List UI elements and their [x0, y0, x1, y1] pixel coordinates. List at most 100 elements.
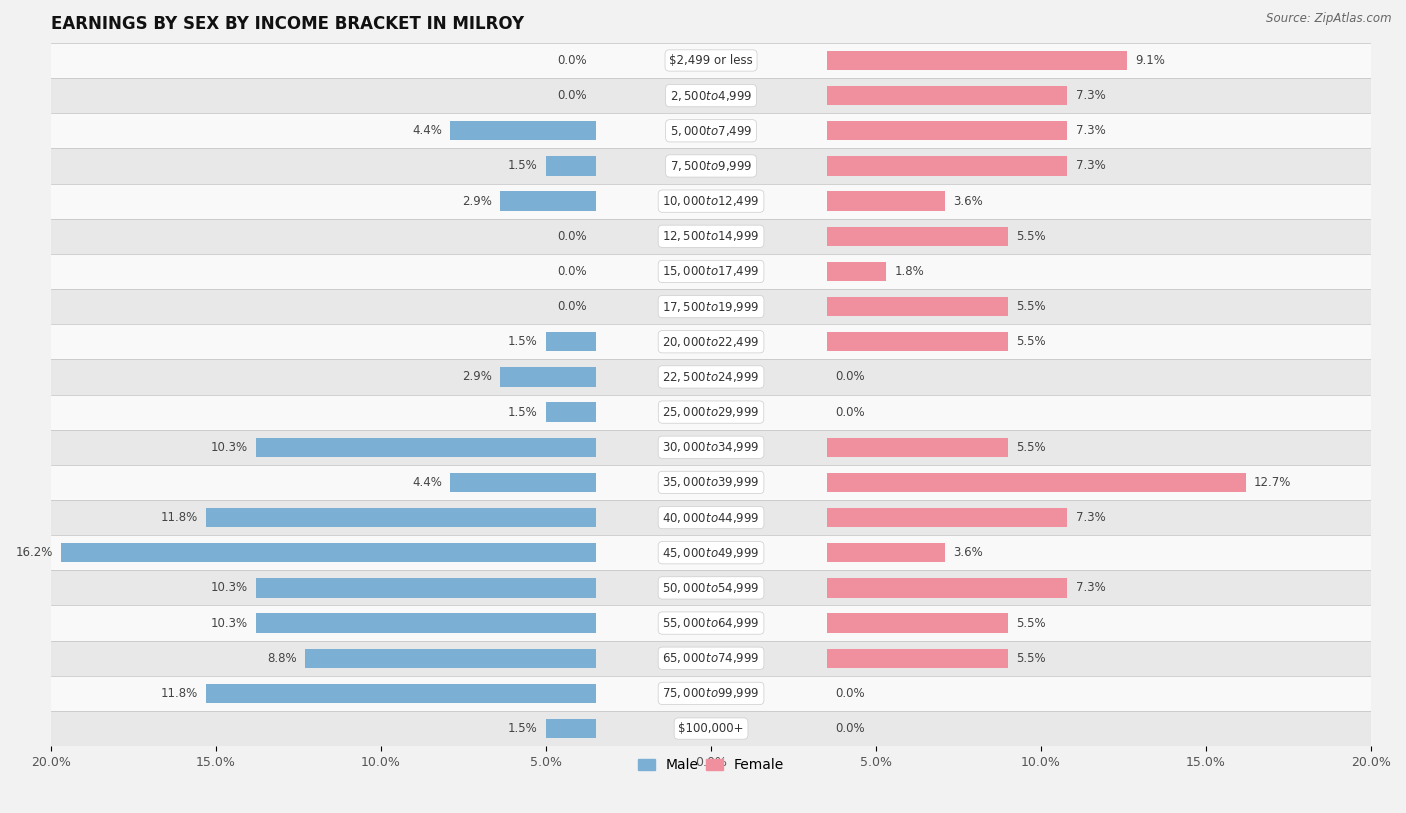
- Text: $50,000 to $54,999: $50,000 to $54,999: [662, 581, 759, 595]
- Bar: [51, 570, 1371, 606]
- Bar: [499, 367, 596, 387]
- Text: $22,500 to $24,999: $22,500 to $24,999: [662, 370, 759, 384]
- Text: Source: ZipAtlas.com: Source: ZipAtlas.com: [1267, 12, 1392, 25]
- Text: $17,500 to $19,999: $17,500 to $19,999: [662, 300, 759, 314]
- Bar: [51, 149, 1371, 184]
- Bar: [546, 332, 596, 351]
- Text: 11.8%: 11.8%: [160, 511, 198, 524]
- Bar: [827, 578, 1067, 598]
- Text: 1.5%: 1.5%: [508, 335, 537, 348]
- Text: 3.6%: 3.6%: [953, 546, 983, 559]
- Bar: [51, 711, 1371, 746]
- Text: 3.6%: 3.6%: [953, 194, 983, 207]
- Text: 5.5%: 5.5%: [1017, 652, 1046, 665]
- Bar: [256, 613, 596, 633]
- Text: 12.7%: 12.7%: [1254, 476, 1291, 489]
- Bar: [827, 86, 1067, 106]
- Text: 5.5%: 5.5%: [1017, 300, 1046, 313]
- Legend: Male, Female: Male, Female: [633, 753, 789, 778]
- Bar: [51, 676, 1371, 711]
- Text: EARNINGS BY SEX BY INCOME BRACKET IN MILROY: EARNINGS BY SEX BY INCOME BRACKET IN MIL…: [51, 15, 524, 33]
- Bar: [51, 113, 1371, 149]
- Text: $12,500 to $14,999: $12,500 to $14,999: [662, 229, 759, 243]
- Bar: [207, 508, 596, 528]
- Text: $2,499 or less: $2,499 or less: [669, 54, 752, 67]
- Text: $5,000 to $7,499: $5,000 to $7,499: [669, 124, 752, 137]
- Text: 4.4%: 4.4%: [412, 476, 441, 489]
- Bar: [51, 43, 1371, 78]
- Bar: [450, 121, 596, 141]
- Text: 0.0%: 0.0%: [558, 230, 588, 243]
- Text: 0.0%: 0.0%: [558, 300, 588, 313]
- Bar: [51, 606, 1371, 641]
- Text: 0.0%: 0.0%: [835, 406, 865, 419]
- Bar: [827, 613, 1008, 633]
- Bar: [51, 219, 1371, 254]
- Bar: [51, 359, 1371, 394]
- Text: 7.3%: 7.3%: [1076, 581, 1105, 594]
- Bar: [499, 191, 596, 211]
- Text: 5.5%: 5.5%: [1017, 335, 1046, 348]
- Text: 5.5%: 5.5%: [1017, 616, 1046, 629]
- Text: $100,000+: $100,000+: [678, 722, 744, 735]
- Text: 5.5%: 5.5%: [1017, 230, 1046, 243]
- Text: $15,000 to $17,499: $15,000 to $17,499: [662, 264, 759, 278]
- Text: $30,000 to $34,999: $30,000 to $34,999: [662, 441, 759, 454]
- Text: 7.3%: 7.3%: [1076, 89, 1105, 102]
- Text: 1.5%: 1.5%: [508, 159, 537, 172]
- Bar: [51, 641, 1371, 676]
- Bar: [546, 719, 596, 738]
- Text: 5.5%: 5.5%: [1017, 441, 1046, 454]
- Text: 9.1%: 9.1%: [1135, 54, 1166, 67]
- Text: $25,000 to $29,999: $25,000 to $29,999: [662, 405, 759, 419]
- Bar: [51, 289, 1371, 324]
- Bar: [827, 121, 1067, 141]
- Bar: [51, 535, 1371, 570]
- Text: 7.3%: 7.3%: [1076, 511, 1105, 524]
- Bar: [827, 508, 1067, 528]
- Bar: [51, 500, 1371, 535]
- Text: 10.3%: 10.3%: [211, 616, 247, 629]
- Text: $75,000 to $99,999: $75,000 to $99,999: [662, 686, 759, 700]
- Text: 7.3%: 7.3%: [1076, 159, 1105, 172]
- Text: 1.5%: 1.5%: [508, 406, 537, 419]
- Text: 11.8%: 11.8%: [160, 687, 198, 700]
- Text: 0.0%: 0.0%: [835, 371, 865, 384]
- Bar: [450, 472, 596, 492]
- Text: 8.8%: 8.8%: [267, 652, 297, 665]
- Text: 10.3%: 10.3%: [211, 581, 247, 594]
- Bar: [207, 684, 596, 703]
- Bar: [827, 156, 1067, 176]
- Bar: [51, 254, 1371, 289]
- Text: 4.4%: 4.4%: [412, 124, 441, 137]
- Bar: [51, 465, 1371, 500]
- Bar: [827, 472, 1246, 492]
- Bar: [51, 184, 1371, 219]
- Bar: [51, 78, 1371, 113]
- Bar: [60, 543, 596, 563]
- Text: $20,000 to $22,499: $20,000 to $22,499: [662, 335, 759, 349]
- Bar: [827, 297, 1008, 316]
- Bar: [256, 578, 596, 598]
- Bar: [827, 649, 1008, 668]
- Text: $10,000 to $12,499: $10,000 to $12,499: [662, 194, 759, 208]
- Text: 7.3%: 7.3%: [1076, 124, 1105, 137]
- Bar: [827, 543, 945, 563]
- Text: 0.0%: 0.0%: [558, 265, 588, 278]
- Text: $35,000 to $39,999: $35,000 to $39,999: [662, 476, 759, 489]
- Text: 0.0%: 0.0%: [835, 687, 865, 700]
- Text: 0.0%: 0.0%: [835, 722, 865, 735]
- Bar: [51, 324, 1371, 359]
- Text: $45,000 to $49,999: $45,000 to $49,999: [662, 546, 759, 559]
- Text: 0.0%: 0.0%: [558, 54, 588, 67]
- Text: 16.2%: 16.2%: [15, 546, 52, 559]
- Bar: [827, 332, 1008, 351]
- Text: $65,000 to $74,999: $65,000 to $74,999: [662, 651, 759, 665]
- Bar: [305, 649, 596, 668]
- Text: $55,000 to $64,999: $55,000 to $64,999: [662, 616, 759, 630]
- Bar: [827, 227, 1008, 246]
- Text: $40,000 to $44,999: $40,000 to $44,999: [662, 511, 759, 524]
- Bar: [51, 429, 1371, 465]
- Text: $7,500 to $9,999: $7,500 to $9,999: [669, 159, 752, 173]
- Text: 1.8%: 1.8%: [894, 265, 924, 278]
